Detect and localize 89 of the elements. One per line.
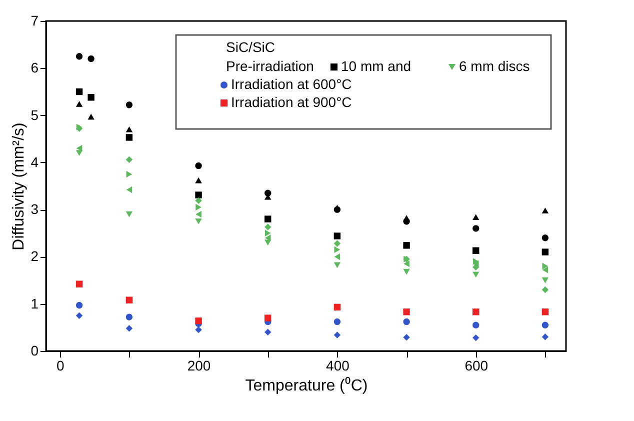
point [126, 314, 133, 320]
point [334, 246, 340, 253]
point [195, 162, 202, 170]
point [472, 247, 480, 254]
legend-label: 6 mm discs [459, 58, 530, 74]
point [264, 224, 272, 230]
point [126, 186, 132, 194]
point [403, 318, 410, 326]
y-tick-label: 5 [30, 106, 39, 123]
point [195, 177, 202, 184]
point [88, 55, 94, 62]
y-tick-label: 6 [30, 60, 39, 76]
point [88, 114, 94, 120]
point [334, 332, 341, 338]
annotation: Pre-irradiation [226, 58, 314, 74]
point [126, 102, 133, 108]
point [126, 170, 132, 178]
x-tick-label: 200 [187, 358, 211, 374]
point [76, 101, 83, 107]
point [472, 308, 480, 316]
point [334, 253, 340, 260]
point [334, 318, 341, 326]
point [126, 156, 133, 163]
point [126, 211, 133, 218]
point [334, 304, 341, 311]
y-tick-label: 7 [30, 12, 39, 28]
point [264, 328, 272, 336]
legend-title: SiC/SiC [226, 39, 276, 55]
point [88, 94, 94, 101]
x-axis-title: Temperature (⁰C) [245, 376, 368, 394]
point [472, 334, 480, 342]
y-tick-label: 3 [30, 201, 39, 218]
y-tick-label: 4 [30, 154, 39, 170]
point [542, 286, 549, 294]
point [472, 214, 480, 220]
point [195, 192, 202, 198]
point [334, 232, 341, 240]
point [76, 312, 83, 319]
point [404, 260, 410, 268]
point [76, 302, 83, 309]
point [76, 280, 83, 288]
point [264, 216, 272, 222]
point [195, 326, 202, 334]
y-tick-label: 0 [30, 342, 39, 358]
y-tick-label: 2 [30, 248, 39, 264]
point [472, 322, 480, 328]
point [334, 240, 341, 247]
point [542, 266, 548, 274]
point [472, 225, 480, 232]
point [542, 208, 549, 214]
point [403, 242, 410, 249]
point [403, 268, 410, 275]
point [196, 204, 202, 211]
point [542, 248, 549, 256]
point [126, 325, 133, 332]
point [542, 308, 549, 316]
point [76, 144, 82, 152]
x-tick-label: 600 [464, 358, 488, 374]
point [472, 258, 479, 265]
point [542, 322, 549, 328]
point [542, 277, 549, 284]
x-tick-label: 0 [56, 358, 64, 374]
legend-label: 10 mm and [341, 58, 412, 74]
point [195, 197, 202, 204]
point [542, 262, 548, 270]
point [195, 317, 202, 324]
point [542, 234, 549, 242]
point [126, 126, 133, 132]
point [403, 308, 410, 316]
point [126, 296, 133, 304]
point [195, 218, 202, 224]
point [264, 314, 272, 322]
legend-label: Irradiation at 600°C [231, 76, 352, 92]
point [472, 272, 480, 278]
x-tick-label: 400 [326, 358, 350, 374]
point [403, 215, 410, 221]
point [196, 210, 202, 218]
point [334, 262, 341, 268]
point [264, 234, 271, 242]
point [76, 88, 83, 96]
point [403, 334, 410, 341]
point [542, 334, 549, 340]
point [126, 134, 133, 141]
point [76, 53, 83, 60]
y-axis-title: Diffusivity (mm²/s) [10, 122, 28, 250]
point [76, 150, 83, 156]
legend-label: Irradiation at 900°C [231, 94, 352, 110]
y-tick-label: 1 [30, 295, 39, 312]
point [264, 230, 271, 236]
